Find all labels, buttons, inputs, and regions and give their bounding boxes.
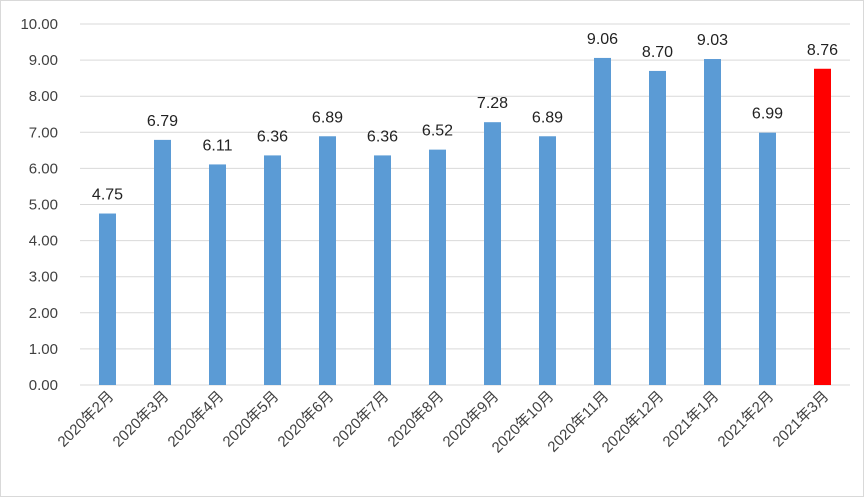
- data-label: 6.79: [147, 113, 178, 130]
- bar-2021年1月: [704, 59, 721, 385]
- x-tick-label: 2020年3月: [110, 388, 173, 451]
- data-label: 6.89: [312, 109, 343, 126]
- data-label: 6.52: [422, 123, 453, 140]
- bar-2021年2月: [759, 132, 776, 385]
- data-label: 6.11: [203, 137, 233, 154]
- x-tick-label: 2020年7月: [330, 388, 393, 451]
- bar-2020年5月: [264, 155, 281, 385]
- data-labels: 4.75 6.79 6.11 6.36 6.89 6.36 6.52 7.28 6.89 9.06…: [92, 31, 838, 204]
- bar-2020年11月: [594, 57, 611, 386]
- data-label: 6.36: [367, 128, 398, 145]
- bars: [99, 57, 831, 386]
- bar-2020年7月: [374, 155, 391, 385]
- x-tick-label: 2020年8月: [385, 388, 448, 451]
- data-label: 8.76: [807, 42, 838, 59]
- data-label: 6.99: [752, 106, 783, 123]
- data-label: 6.89: [532, 109, 563, 126]
- x-tick-label: 2020年5月: [220, 388, 283, 451]
- x-tick-label: 2020年4月: [165, 388, 228, 451]
- bar-2021年3月: [814, 68, 831, 385]
- gridlines: [80, 23, 850, 386]
- bar-2020年8月: [429, 149, 446, 385]
- bar-2020年6月: [319, 136, 336, 385]
- x-tick-label: 2021年2月: [715, 388, 778, 451]
- y-tick-label: 1.00: [29, 341, 58, 358]
- y-tick-label: 4.00: [29, 233, 58, 250]
- data-label: 8.70: [642, 44, 673, 61]
- y-tick-label: 6.00: [29, 160, 58, 177]
- bar-2020年9月: [484, 122, 501, 385]
- data-label: 7.28: [477, 95, 508, 112]
- y-tick-label: 8.00: [29, 88, 58, 105]
- y-tick-label: 5.00: [29, 197, 58, 214]
- y-tick-label: 0.00: [29, 377, 58, 394]
- bar-2020年10月: [539, 136, 556, 385]
- y-tick-label: 7.00: [29, 124, 58, 141]
- data-label: 9.06: [587, 31, 618, 48]
- x-tick-label: 2020年6月: [275, 388, 338, 451]
- y-axis-ticks: 0.00 1.00 2.00 3.00 4.00 5.00 6.00 7.00 8.00 9.00…: [20, 16, 58, 394]
- y-tick-label: 3.00: [29, 269, 58, 286]
- x-tick-label: 2020年2月: [55, 388, 118, 451]
- data-label: 6.36: [257, 128, 288, 145]
- y-tick-label: 9.00: [29, 52, 58, 69]
- bar-2020年12月: [649, 70, 666, 386]
- x-axis-ticks: 2020年2月2020年3月2020年4月2020年5月2020年6月2020年…: [55, 388, 833, 457]
- y-tick-label: 10.00: [20, 16, 58, 33]
- y-tick-label: 2.00: [29, 305, 58, 322]
- bar-2020年4月: [209, 164, 226, 385]
- bar-2020年3月: [154, 139, 171, 385]
- data-label: 9.03: [697, 32, 728, 49]
- x-tick-label: 2021年3月: [770, 388, 833, 451]
- x-tick-label: 2021年1月: [660, 388, 723, 451]
- data-label: 4.75: [92, 187, 123, 204]
- bar-2020年2月: [99, 213, 116, 385]
